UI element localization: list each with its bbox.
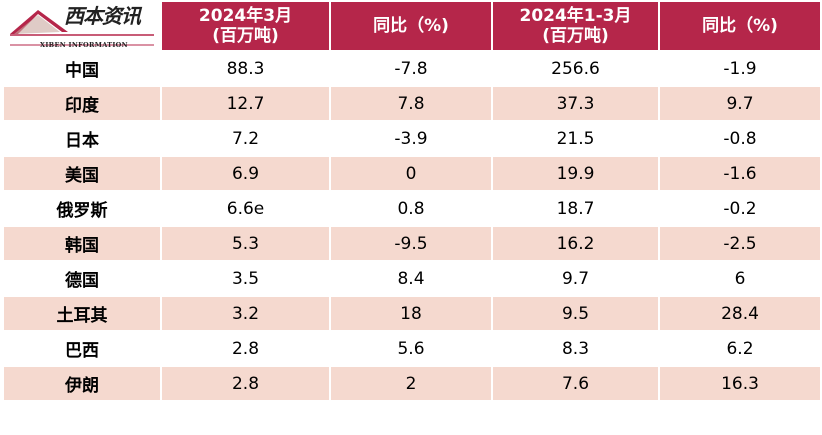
march-output-cell: 6.9 (162, 157, 329, 190)
country-cell: 印度 (4, 87, 160, 120)
march-yoy-cell: 2 (331, 367, 491, 400)
march-output-cell: 7.2 (162, 122, 329, 155)
march-yoy-cell: -9.5 (331, 227, 491, 260)
logo-roof-icon (10, 10, 154, 46)
march-yoy-cell: -3.9 (331, 122, 491, 155)
header-q1-line2: (百万吨) (542, 26, 609, 46)
header-march-line2: (百万吨) (212, 26, 279, 46)
q1-yoy-cell: -1.9 (660, 52, 820, 85)
country-cell: 韩国 (4, 227, 160, 260)
q1-yoy-cell: -2.5 (660, 227, 820, 260)
header-march-output: 2024年3月 (百万吨) (162, 2, 329, 50)
header-q1-output: 2024年1-3月 (百万吨) (493, 2, 658, 50)
table-body: 中国 88.3 -7.8 256.6 -1.9 印度 12.7 7.8 37.3 9.7 日本 7.2… (4, 52, 820, 400)
country-cell: 德国 (4, 262, 160, 295)
q1-yoy-cell: 9.7 (660, 87, 820, 120)
q1-yoy-cell: -0.2 (660, 192, 820, 225)
header-march-line1: 2024年3月 (198, 6, 293, 26)
march-output-cell: 5.3 (162, 227, 329, 260)
table-row: 中国 88.3 -7.8 256.6 -1.9 (4, 52, 820, 85)
table-row: 巴西 2.8 5.6 8.3 6.2 (4, 332, 820, 365)
country-cell: 俄罗斯 (4, 192, 160, 225)
march-output-cell: 2.8 (162, 367, 329, 400)
table-row: 印度 12.7 7.8 37.3 9.7 (4, 87, 820, 120)
logo-cell: 西本资讯 XIBEN INFORMATION (4, 2, 160, 50)
march-output-cell: 6.6e (162, 192, 329, 225)
q1-yoy-cell: -1.6 (660, 157, 820, 190)
country-cell: 日本 (4, 122, 160, 155)
steel-output-table: 西本资讯 XIBEN INFORMATION 2024年3月 (百万吨) 同比（… (2, 0, 822, 402)
q1-output-cell: 21.5 (493, 122, 658, 155)
march-yoy-cell: 5.6 (331, 332, 491, 365)
march-yoy-cell: -7.8 (331, 52, 491, 85)
brand-logo: 西本资讯 XIBEN INFORMATION (8, 4, 156, 49)
q1-output-cell: 37.3 (493, 87, 658, 120)
march-output-cell: 2.8 (162, 332, 329, 365)
q1-output-cell: 16.2 (493, 227, 658, 260)
logo-cn-text: 西本资讯 (64, 4, 141, 28)
steel-output-table-container: 西本资讯 XIBEN INFORMATION 2024年3月 (百万吨) 同比（… (2, 0, 820, 402)
country-cell: 中国 (4, 52, 160, 85)
header-march-yoy: 同比（%) (331, 2, 491, 50)
q1-output-cell: 9.5 (493, 297, 658, 330)
country-cell: 巴西 (4, 332, 160, 365)
march-output-cell: 3.5 (162, 262, 329, 295)
q1-yoy-cell: 6 (660, 262, 820, 295)
q1-yoy-cell: 16.3 (660, 367, 820, 400)
q1-output-cell: 19.9 (493, 157, 658, 190)
header-march-yoy-label: 同比（%) (373, 16, 449, 36)
march-yoy-cell: 18 (331, 297, 491, 330)
table-row: 俄罗斯 6.6e 0.8 18.7 -0.2 (4, 192, 820, 225)
march-yoy-cell: 7.8 (331, 87, 491, 120)
logo-en-text: XIBEN INFORMATION (40, 41, 128, 49)
q1-output-cell: 8.3 (493, 332, 658, 365)
country-cell: 伊朗 (4, 367, 160, 400)
table-row: 韩国 5.3 -9.5 16.2 -2.5 (4, 227, 820, 260)
table-header-row: 西本资讯 XIBEN INFORMATION 2024年3月 (百万吨) 同比（… (4, 2, 820, 50)
q1-output-cell: 7.6 (493, 367, 658, 400)
table-row: 日本 7.2 -3.9 21.5 -0.8 (4, 122, 820, 155)
march-output-cell: 12.7 (162, 87, 329, 120)
table-row: 德国 3.5 8.4 9.7 6 (4, 262, 820, 295)
q1-yoy-cell: 28.4 (660, 297, 820, 330)
header-q1-yoy-label: 同比（%) (702, 16, 778, 36)
country-cell: 土耳其 (4, 297, 160, 330)
march-yoy-cell: 0 (331, 157, 491, 190)
table-row: 伊朗 2.8 2 7.6 16.3 (4, 367, 820, 400)
q1-yoy-cell: 6.2 (660, 332, 820, 365)
march-yoy-cell: 8.4 (331, 262, 491, 295)
q1-output-cell: 256.6 (493, 52, 658, 85)
q1-yoy-cell: -0.8 (660, 122, 820, 155)
march-output-cell: 88.3 (162, 52, 329, 85)
header-q1-yoy: 同比（%) (660, 2, 820, 50)
country-cell: 美国 (4, 157, 160, 190)
table-row: 土耳其 3.2 18 9.5 28.4 (4, 297, 820, 330)
table-row: 美国 6.9 0 19.9 -1.6 (4, 157, 820, 190)
header-q1-line1: 2024年1-3月 (519, 6, 632, 26)
march-yoy-cell: 0.8 (331, 192, 491, 225)
march-output-cell: 3.2 (162, 297, 329, 330)
q1-output-cell: 9.7 (493, 262, 658, 295)
q1-output-cell: 18.7 (493, 192, 658, 225)
